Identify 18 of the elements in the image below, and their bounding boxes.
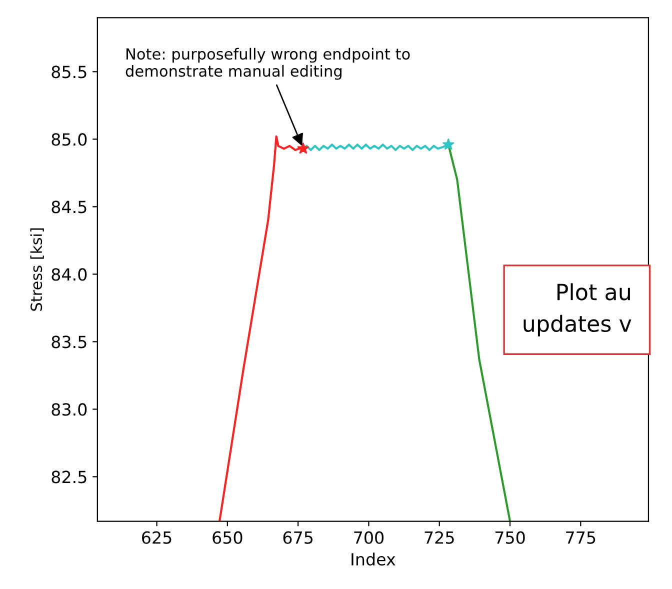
x-tick-label: 650: [212, 531, 242, 544]
y-tick-label: 85.0: [52, 133, 87, 146]
x-tick-label: 750: [495, 531, 525, 544]
y-tick-label: 84.0: [52, 268, 87, 281]
x-tick-label: 625: [142, 531, 172, 544]
y-tick-label: 83.0: [52, 403, 87, 416]
annotation: Note: purposefully wrong endpoint to demonstrate manual editing: [126, 48, 410, 80]
y-tick-label: 84.5: [52, 200, 86, 214]
annotation: Plot au updates v: [524, 283, 632, 336]
y-tick-label: 83.5: [52, 336, 86, 348]
x-tick-label: 675: [283, 531, 313, 544]
x-tick-label: 725: [424, 531, 454, 544]
x-tick-label: 700: [354, 531, 384, 544]
y-axis-title: Stress [ksi]: [30, 228, 44, 311]
x-tick-label: 775: [566, 532, 596, 544]
x-axis-title: Index: [352, 552, 396, 566]
y-tick-label: 85.5: [52, 66, 86, 78]
y-tick-label: 82.5: [52, 470, 86, 484]
